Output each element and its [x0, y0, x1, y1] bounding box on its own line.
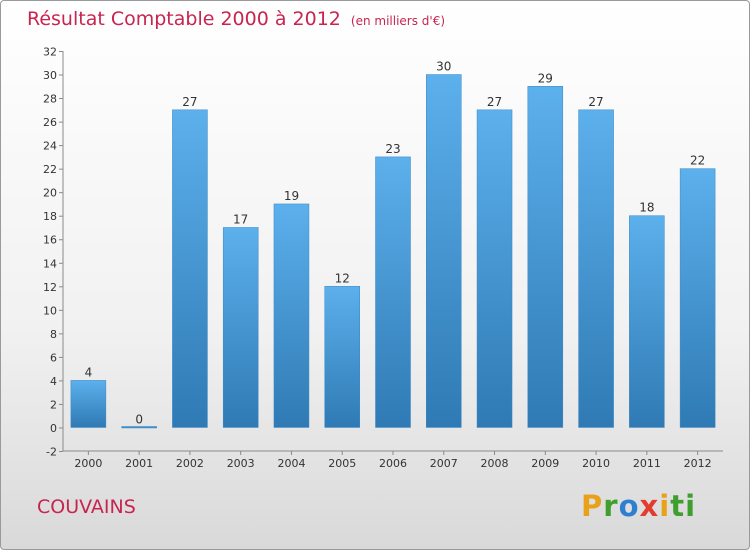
x-tick-label: 2006 — [379, 457, 407, 470]
bar — [375, 156, 411, 428]
x-tick-label: 2008 — [481, 457, 509, 470]
chart-title: Résultat Comptable 2000 à 2012 — [27, 8, 341, 30]
chart-header: Résultat Comptable 2000 à 2012 (en millie… — [27, 8, 445, 30]
x-tick-label: 2011 — [633, 457, 661, 470]
y-tick-label: -2 — [46, 446, 57, 459]
label-layer: 4 0 27 17 19 12 23 30 27 29 27 18 22 — [85, 60, 706, 427]
bar-value-label: 27 — [487, 95, 502, 109]
y-tick-label: 10 — [43, 304, 57, 317]
y-tick-label: 26 — [43, 116, 57, 129]
y-tick-label: 20 — [43, 187, 57, 200]
y-tick-label: 18 — [43, 210, 57, 223]
y-tick-label: 2 — [50, 398, 57, 411]
x-tick-label: 2000 — [74, 457, 102, 470]
bar-value-label: 27 — [588, 95, 603, 109]
bar — [70, 380, 107, 428]
bar-value-label: 29 — [538, 71, 553, 85]
bar — [527, 86, 564, 428]
bar-value-label: 18 — [639, 201, 654, 215]
bar — [121, 426, 157, 429]
bar — [172, 109, 208, 428]
y-tick-label: 8 — [50, 328, 57, 341]
y-tick-label: 28 — [43, 93, 57, 106]
bar — [273, 203, 310, 428]
y-tick-label: 24 — [43, 140, 57, 153]
bar — [476, 109, 513, 428]
commune-name: COUVAINS — [37, 496, 136, 518]
y-tick-label: 0 — [50, 422, 57, 435]
bar — [324, 286, 360, 428]
bar-value-label: 17 — [233, 212, 248, 226]
proxiti-logo[interactable]: Proxiti — [581, 489, 696, 523]
logo-letter: t — [670, 489, 686, 523]
bar — [578, 109, 614, 428]
y-tick-label: 16 — [43, 234, 57, 247]
logo-letter: r — [603, 489, 619, 523]
logo-letter: o — [618, 489, 640, 523]
x-tick-label: 2004 — [277, 457, 305, 470]
bar — [426, 74, 462, 428]
x-tick-label: 2010 — [582, 457, 610, 470]
y-tick-label: 4 — [50, 375, 57, 388]
x-tick-label: 2005 — [328, 457, 356, 470]
x-tick-label: 2001 — [125, 457, 153, 470]
bar-value-label: 0 — [135, 412, 143, 426]
y-tick-label: 6 — [50, 351, 57, 364]
logo-letter: x — [639, 489, 660, 523]
y-tick-label: 30 — [43, 69, 57, 82]
x-tick-label: 2012 — [684, 457, 712, 470]
bar-value-label: 30 — [436, 60, 451, 74]
logo-letter: i — [685, 489, 697, 523]
x-tick-label: 2002 — [176, 457, 204, 470]
x-tick-label: 2009 — [531, 457, 559, 470]
bar — [629, 215, 665, 428]
logo-letter: i — [659, 489, 671, 523]
y-tick-label: 22 — [43, 163, 57, 176]
bar-value-label: 22 — [690, 154, 705, 168]
bar-value-label: 4 — [85, 365, 93, 379]
y-tick-label: 32 — [43, 46, 57, 59]
x-tick-label: 2007 — [430, 457, 458, 470]
bar-value-label: 23 — [385, 142, 400, 156]
bar-layer — [70, 74, 716, 429]
bar — [222, 227, 259, 428]
bar — [679, 168, 716, 428]
bar-value-label: 12 — [335, 271, 350, 285]
y-tick-label: 14 — [43, 257, 57, 270]
y-tick-label: 12 — [43, 281, 57, 294]
chart-subtitle: (en milliers d'€) — [350, 14, 446, 28]
logo-letter: P — [581, 489, 604, 523]
bar-value-label: 27 — [182, 95, 197, 109]
x-tick-label: 2003 — [227, 457, 255, 470]
bar-value-label: 19 — [284, 189, 299, 203]
